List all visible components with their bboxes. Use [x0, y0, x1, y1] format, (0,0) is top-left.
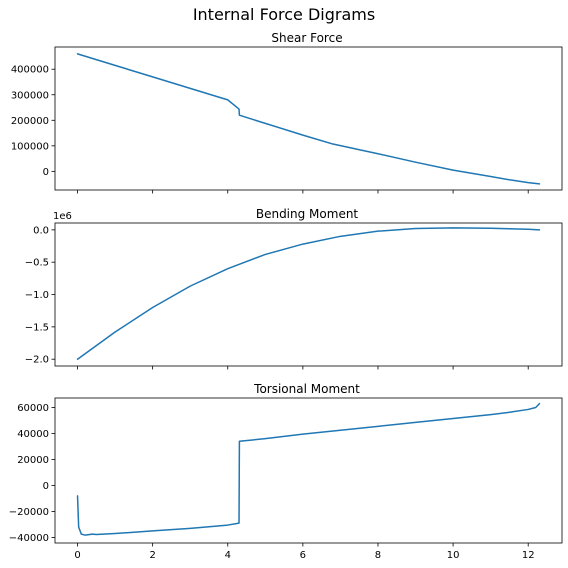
- torsional-moment-line: [76, 402, 541, 536]
- shear-force-y-tick-label: 200000: [11, 116, 49, 127]
- shear-force-y-tick-label: 100000: [11, 141, 49, 152]
- torsional-moment-y-tick-label: 40000: [17, 429, 49, 440]
- bending-moment-y-tick-label: −2.0: [25, 355, 49, 366]
- shear-force-title: Shear Force: [271, 31, 342, 45]
- bending-moment-chart: Bending Moment −2.0 −1.5 −1.0 −0.5 0.0 1e6: [25, 207, 563, 370]
- shear-force-axes-frame: [54, 46, 563, 191]
- shear-force-y-tick-label: 0: [43, 167, 49, 178]
- bending-moment-y-tick-label: −1.5: [25, 322, 49, 333]
- torsional-moment-y-tick-label: 20000: [17, 455, 49, 466]
- bending-moment-y-tick-label: −0.5: [25, 258, 49, 269]
- torsional-moment-y-tick-label: −40000: [9, 533, 49, 544]
- torsional-moment-y-tick-label: 60000: [17, 403, 49, 414]
- torsional-moment-y-tick-label: 0: [43, 481, 49, 492]
- torsional-moment-axes-frame: [54, 397, 563, 544]
- torsional-moment-y-tick-label: −20000: [9, 507, 49, 518]
- torsional-moment-x-tick-label: 12: [522, 550, 535, 561]
- torsional-moment-chart: Torsional Moment −40000 −20000 0 20000 40000…: [9, 382, 563, 561]
- bending-moment-title: Bending Moment: [256, 207, 359, 221]
- shear-force-line: [76, 53, 541, 185]
- bending-moment-y-tick-label: −1.0: [25, 290, 49, 301]
- figure-title: Internal Force Digrams: [193, 5, 375, 24]
- torsional-moment-x-tick-label: 0: [74, 550, 80, 561]
- torsional-moment-title: Torsional Moment: [253, 382, 360, 396]
- torsional-moment-x-tick-label: 8: [375, 550, 381, 561]
- shear-force-y-tick-label: 400000: [11, 65, 49, 76]
- bending-moment-offset-text: 1e6: [53, 211, 72, 222]
- torsional-moment-x-tick-label: 2: [149, 550, 155, 561]
- torsional-moment-x-tick-label: 10: [447, 550, 460, 561]
- bending-moment-axes-frame: [54, 222, 563, 367]
- shear-force-y-tick-label: 300000: [11, 90, 49, 101]
- shear-force-chart: Shear Force 0 100000 200000 300000 400000: [11, 31, 563, 194]
- bending-moment-line: [76, 227, 541, 360]
- bending-moment-y-tick-label: 0.0: [33, 225, 49, 236]
- torsional-moment-x-tick-label: 6: [300, 550, 306, 561]
- torsional-moment-x-tick-label: 4: [225, 550, 231, 561]
